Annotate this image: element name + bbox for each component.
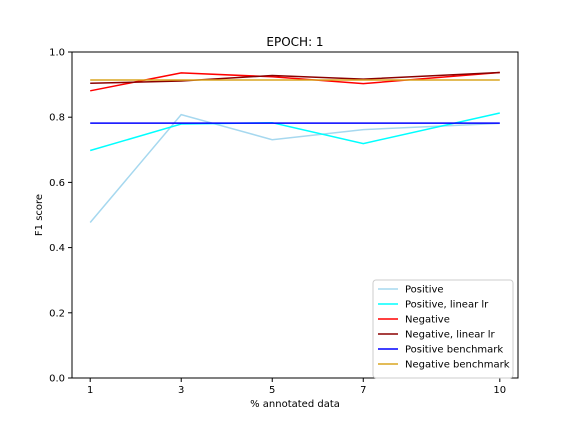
series-line-2 — [89, 112, 500, 152]
legend-label: Positive — [405, 285, 444, 296]
y-axis: 0.0 0.2 0.4 0.6 0.8 1.0 — [49, 48, 72, 385]
legend-label: Negative — [405, 315, 450, 326]
x-tick-label: 1 — [87, 385, 93, 396]
x-tick-label: 10 — [493, 385, 506, 396]
y-tick-label: 0.2 — [49, 308, 65, 319]
x-tick-label: 3 — [178, 385, 184, 396]
y-tick-label: 0.4 — [49, 243, 65, 254]
x-tick-label: 5 — [269, 385, 275, 396]
legend-label: Negative, linear lr — [405, 330, 495, 341]
legend-box — [372, 279, 514, 379]
y-tick-label: 0.8 — [49, 113, 65, 124]
legend-label: Negative benchmark — [405, 360, 510, 371]
series-line-1 — [89, 113, 500, 223]
plot-frame — [71, 51, 519, 379]
y-tick-label: 1.0 — [49, 48, 65, 59]
x-axis: 1 3 5 7 10 — [87, 378, 506, 396]
legend-label: Positive benchmark — [405, 345, 503, 356]
plot-lines — [89, 71, 500, 223]
legend: Positive Positive, linear lr Negative Negat… — [372, 279, 514, 379]
chart-title: EPOCH: 1 — [266, 35, 323, 49]
y-tick-label: 0.0 — [49, 374, 65, 385]
series-line-4 — [90, 71, 500, 85]
y-axis-title: F1 score — [34, 194, 45, 236]
legend-label: Positive, linear lr — [405, 300, 489, 311]
y-tick-label: 0.6 — [49, 178, 65, 189]
x-tick-label: 7 — [360, 385, 366, 396]
x-axis-title: % annotated data — [250, 399, 340, 410]
